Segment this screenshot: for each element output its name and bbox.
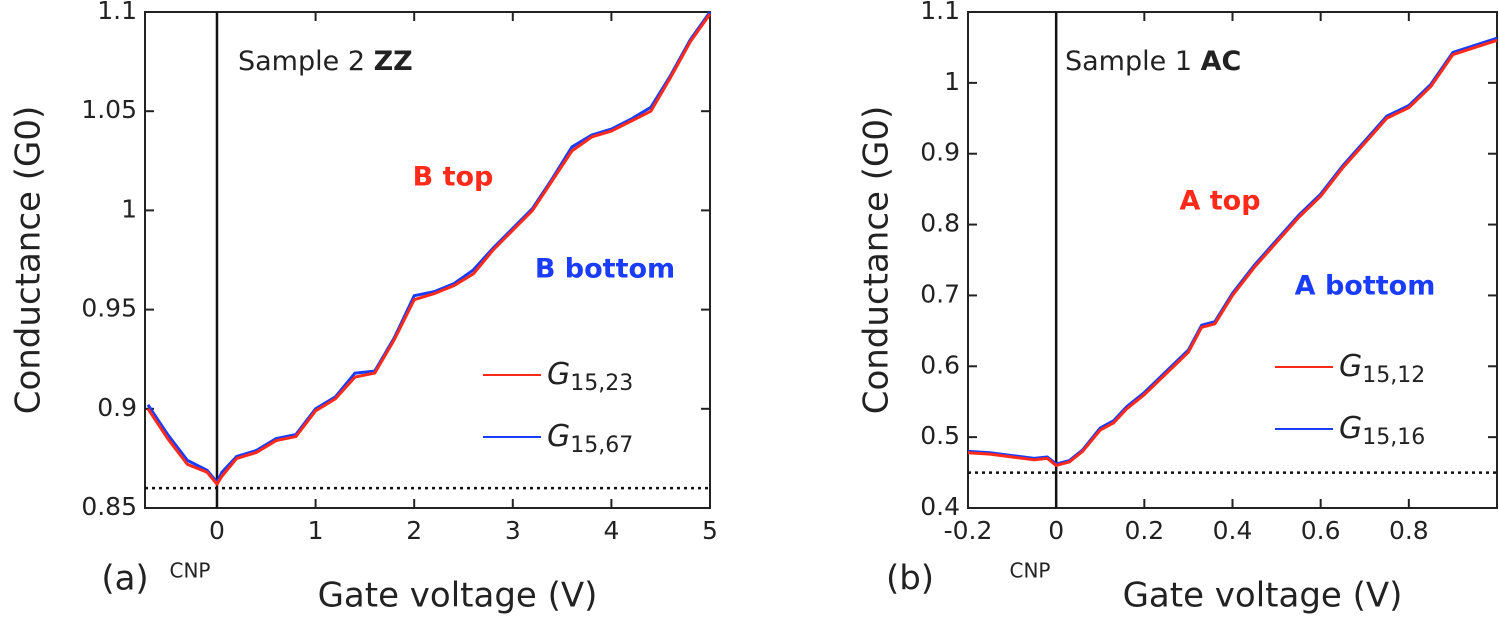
y-tick-label: 0.95	[81, 294, 137, 323]
y-tick-label: 0.9	[920, 138, 960, 167]
sample-label: Sample 2 ZZ	[238, 46, 413, 77]
panel-label: (a)	[101, 559, 148, 599]
x-tick-label: 3	[505, 516, 521, 545]
x-tick-label: 0.2	[1124, 516, 1164, 545]
x-tick-label: 1	[308, 516, 324, 545]
data-line	[967, 36, 1498, 466]
y-tick-label: 0.6	[920, 350, 960, 379]
legend-label: G15,16	[1339, 411, 1425, 451]
cnp-label: CNP	[1010, 559, 1051, 583]
x-tick-label: 4	[603, 516, 619, 545]
sample-label: Sample 1 AC	[1065, 46, 1241, 77]
legend-label: G15,12	[1339, 349, 1425, 389]
y-tick-label: 1.05	[81, 95, 137, 124]
x-tick-label: 2	[406, 516, 422, 545]
panel-label: (b)	[886, 559, 934, 599]
x-tick-label: 5	[702, 516, 718, 545]
plot-frame	[144, 11, 711, 509]
sample-name: Sample 1	[1065, 46, 1192, 77]
sample-name: Sample 2	[238, 46, 365, 77]
x-axis-label: Gate voltage (V)	[1123, 576, 1403, 616]
bottom-label: B bottom	[535, 254, 675, 285]
x-tick-label: 0.4	[1213, 516, 1253, 545]
y-tick-label: 1.1	[97, 0, 137, 25]
y-tick-label: 0.4	[920, 492, 960, 521]
sample-type: AC	[1201, 46, 1242, 77]
top-label: B top	[413, 162, 494, 193]
data-line	[146, 13, 712, 486]
y-axis-label: Conductance (G0)	[857, 106, 897, 415]
x-tick-label: 0.6	[1301, 516, 1341, 545]
y-axis-label: Conductance (G0)	[9, 106, 49, 415]
legend-label: G15,67	[547, 419, 633, 459]
y-tick-label: 1.1	[920, 0, 960, 25]
bottom-label: A bottom	[1295, 271, 1436, 302]
sample-type: ZZ	[374, 46, 413, 77]
x-tick-label: 0	[209, 516, 225, 545]
data-line	[146, 11, 712, 484]
x-tick-label: 0.8	[1389, 516, 1429, 545]
top-label: A top	[1179, 186, 1260, 217]
y-tick-label: 1	[121, 194, 137, 223]
y-tick-label: 1	[944, 67, 960, 96]
y-tick-label: 0.8	[920, 209, 960, 238]
y-tick-label: 0.9	[97, 393, 137, 422]
x-tick-label: -0.2	[944, 516, 993, 545]
cnp-label: CNP	[170, 559, 211, 583]
legend-label: G15,23	[547, 357, 633, 397]
x-axis-label: Gate voltage (V)	[318, 576, 598, 616]
data-line	[967, 38, 1498, 467]
y-tick-label: 0.7	[920, 279, 960, 308]
y-tick-label: 0.5	[920, 421, 960, 450]
x-tick-label: 0	[1048, 516, 1064, 545]
y-tick-label: 0.85	[81, 492, 137, 521]
